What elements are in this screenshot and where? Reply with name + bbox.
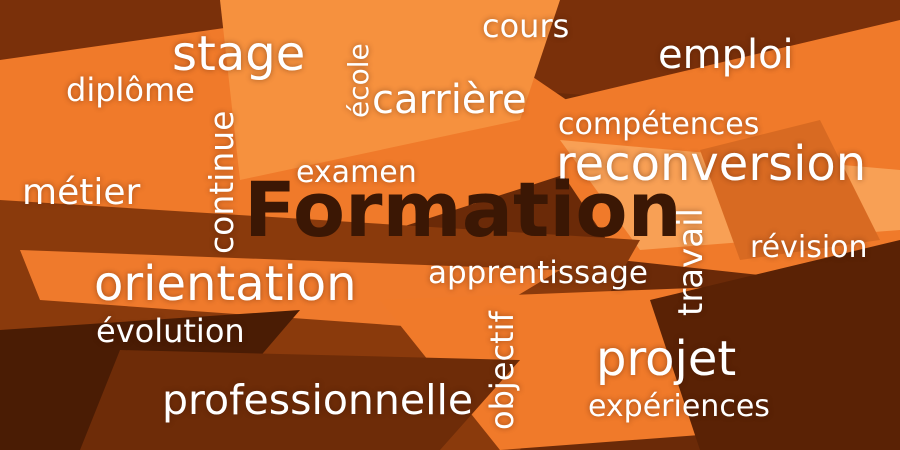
word-competences: compétences (558, 107, 760, 142)
word-projet: projet (596, 331, 737, 387)
word-stage: stage (172, 26, 306, 82)
word-orientation: orientation (94, 256, 357, 312)
word-evolution: évolution (96, 312, 245, 350)
word-continue: continue (202, 110, 241, 255)
word-experiences: expériences (588, 389, 770, 424)
headline-formation: Formation (244, 165, 682, 254)
word-travail: travail (671, 208, 711, 316)
word-professionnelle: professionnelle (162, 376, 474, 424)
word-emploi: emploi (658, 32, 794, 78)
word-objectif: objectif (483, 311, 521, 430)
word-examen: examen (296, 155, 417, 190)
word-carriere: carrière (372, 77, 527, 123)
word-diplome: diplôme (66, 71, 195, 109)
word-cours: cours (482, 7, 570, 45)
word-ecole: école (342, 43, 375, 118)
word-metier: métier (22, 172, 141, 213)
word-apprentissage: apprentissage (428, 255, 648, 291)
word-reconversion: reconversion (556, 136, 867, 192)
word-revision: révision (750, 230, 868, 265)
